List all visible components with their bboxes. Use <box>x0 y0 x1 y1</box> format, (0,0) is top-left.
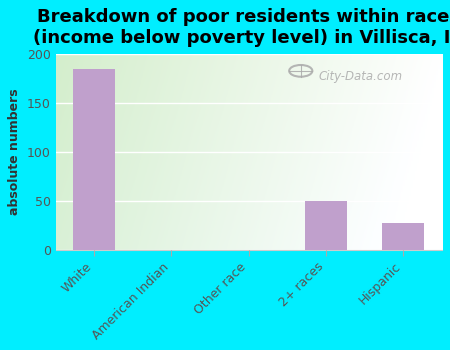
Y-axis label: absolute numbers: absolute numbers <box>9 89 21 215</box>
Title: Breakdown of poor residents within races
(income below poverty level) in Villisc: Breakdown of poor residents within races… <box>33 8 450 47</box>
Bar <box>73 69 116 250</box>
Text: City-Data.com: City-Data.com <box>318 70 402 83</box>
Bar <box>305 201 347 250</box>
Bar <box>382 223 424 250</box>
